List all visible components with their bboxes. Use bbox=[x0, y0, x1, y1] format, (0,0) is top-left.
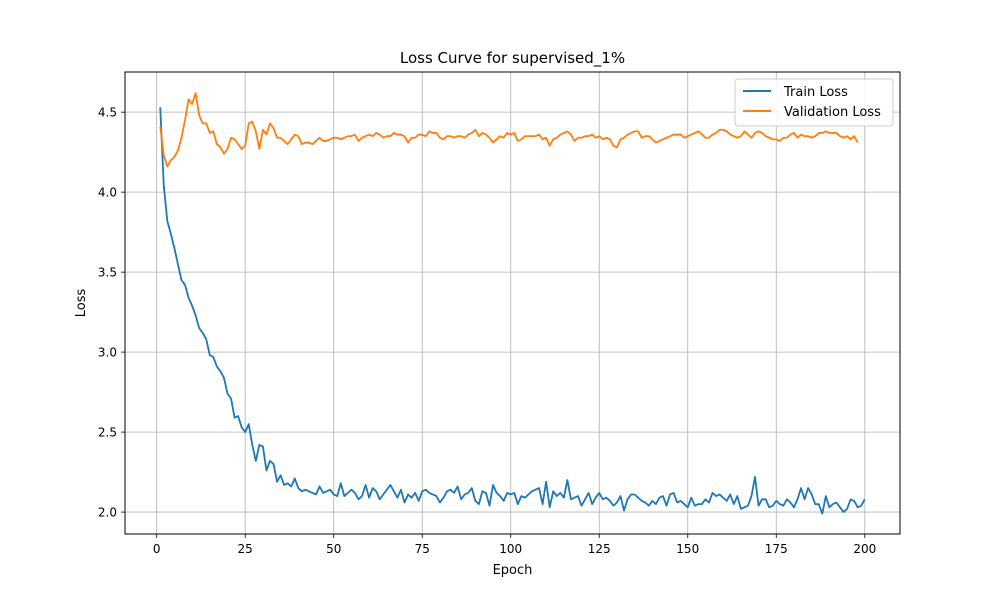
x-tick-label: 200 bbox=[853, 542, 876, 556]
x-tick-label: 75 bbox=[415, 542, 430, 556]
chart-title: Loss Curve for supervised_1% bbox=[400, 49, 625, 68]
y-ticks: 2.0 2.5 3.0 3.5 4.0 4.5 bbox=[98, 106, 125, 520]
y-axis-label: Loss bbox=[74, 289, 89, 318]
x-tick-label: 125 bbox=[588, 542, 611, 556]
x-tick-label: 100 bbox=[499, 542, 522, 556]
y-tick-label: 4.5 bbox=[98, 106, 117, 120]
y-tick-label: 3.5 bbox=[98, 266, 117, 280]
x-ticks: 0 25 50 75 100 125 150 175 200 bbox=[153, 534, 876, 556]
y-tick-label: 2.0 bbox=[98, 506, 117, 520]
legend-box bbox=[734, 78, 894, 127]
series-line-train-loss bbox=[159, 107, 866, 515]
grid-lines bbox=[125, 72, 900, 534]
x-tick-label: 25 bbox=[238, 542, 253, 556]
series-lines bbox=[159, 92, 866, 515]
x-axis-label: Epoch bbox=[493, 563, 533, 578]
x-tick-label: 150 bbox=[676, 542, 699, 556]
series-line-validation-loss bbox=[159, 92, 859, 168]
y-tick-label: 3.0 bbox=[98, 346, 117, 360]
legend: Train Loss Validation Loss bbox=[734, 78, 894, 127]
x-tick-label: 0 bbox=[153, 542, 161, 556]
legend-label-validation-loss: Validation Loss bbox=[784, 105, 881, 120]
y-tick-label: 4.0 bbox=[98, 186, 117, 200]
x-tick-label: 50 bbox=[326, 542, 341, 556]
y-tick-label: 2.5 bbox=[98, 426, 117, 440]
legend-label-train-loss: Train Loss bbox=[783, 85, 848, 100]
x-tick-label: 175 bbox=[765, 542, 788, 556]
plot-frame bbox=[124, 71, 901, 535]
